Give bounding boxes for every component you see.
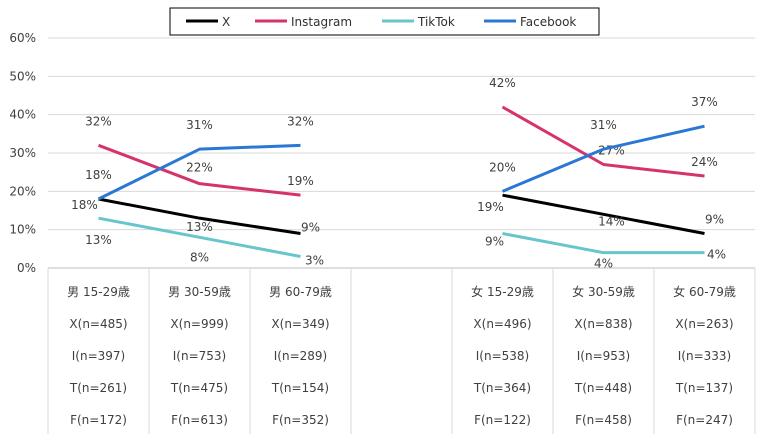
y-tick-label: 40% (9, 108, 36, 122)
y-tick-label: 50% (9, 69, 36, 83)
data-label: 18% (85, 168, 112, 182)
data-label: 32% (287, 114, 314, 128)
table-cell: I(n=333) (678, 349, 731, 363)
data-label: 22% (186, 161, 213, 175)
data-label: 9% (301, 221, 320, 235)
data-label: 18% (71, 198, 98, 212)
category-label: 女 30-59歳 (572, 284, 635, 299)
data-label: 24% (691, 155, 718, 169)
data-label: 37% (691, 95, 718, 109)
data-label: 3% (305, 254, 324, 268)
table-cell: X(n=485) (69, 317, 127, 331)
data-label: 4% (594, 257, 613, 271)
table-cell: X(n=999) (170, 317, 228, 331)
data-label: 8% (190, 250, 209, 264)
series-line (97, 143, 301, 201)
table-cell: X(n=349) (271, 317, 329, 331)
table-cell: I(n=289) (274, 349, 327, 363)
table-cell: I(n=953) (577, 349, 630, 363)
table-cell: T(n=261) (69, 381, 127, 395)
legend-label: TikTok (417, 15, 455, 29)
data-label: 20% (489, 160, 516, 174)
series-line (502, 232, 705, 255)
series-line (502, 193, 705, 235)
table-cell: I(n=753) (173, 349, 226, 363)
series-line (98, 216, 301, 258)
y-tick-label: 10% (9, 223, 36, 237)
table-cell: T(n=154) (271, 381, 329, 395)
data-label: 13% (186, 220, 213, 234)
category-label: 男 60-79歳 (269, 285, 332, 299)
category-label: 男 30-59歳 (168, 285, 231, 299)
category-label: 女 60-79歳 (673, 284, 736, 299)
legend-label: X (222, 15, 230, 29)
data-label: 9% (485, 235, 504, 249)
table-cell: I(n=538) (476, 349, 529, 363)
series-line (501, 105, 705, 178)
series-line (501, 124, 705, 193)
series-line (97, 143, 301, 197)
table-cell: X(n=838) (574, 317, 632, 331)
data-label: 19% (477, 200, 504, 214)
category-label: 女 15-29歳 (471, 284, 534, 299)
table-cell: F(n=613) (171, 413, 228, 427)
y-tick-label: 0% (17, 261, 36, 275)
y-tick-label: 60% (9, 31, 36, 45)
table-cell: F(n=247) (676, 413, 733, 427)
series-line (98, 197, 301, 235)
data-label: 42% (489, 76, 516, 90)
y-tick-label: 20% (9, 184, 36, 198)
data-label: 9% (705, 213, 724, 227)
data-label: 14% (598, 214, 625, 228)
data-label: 19% (287, 174, 314, 188)
data-label: 31% (186, 118, 213, 132)
table-cell: X(n=263) (675, 317, 733, 331)
data-label: 4% (707, 248, 726, 262)
table-cell: F(n=172) (70, 413, 127, 427)
table-cell: T(n=475) (170, 381, 228, 395)
table-cell: F(n=458) (575, 413, 632, 427)
data-label: 31% (590, 118, 617, 132)
data-label: 13% (85, 233, 112, 247)
legend-label: Instagram (291, 15, 352, 29)
table-cell: T(n=137) (675, 381, 733, 395)
table-cell: F(n=122) (474, 413, 531, 427)
table-cell: T(n=364) (473, 381, 531, 395)
table-cell: F(n=352) (272, 413, 329, 427)
category-label: 男 15-29歳 (67, 285, 130, 299)
data-label: 32% (85, 114, 112, 128)
y-tick-label: 30% (9, 146, 36, 160)
table-cell: I(n=397) (72, 349, 125, 363)
table-cell: X(n=496) (473, 317, 531, 331)
legend-label: Facebook (520, 15, 576, 29)
table-cell: T(n=448) (574, 381, 632, 395)
